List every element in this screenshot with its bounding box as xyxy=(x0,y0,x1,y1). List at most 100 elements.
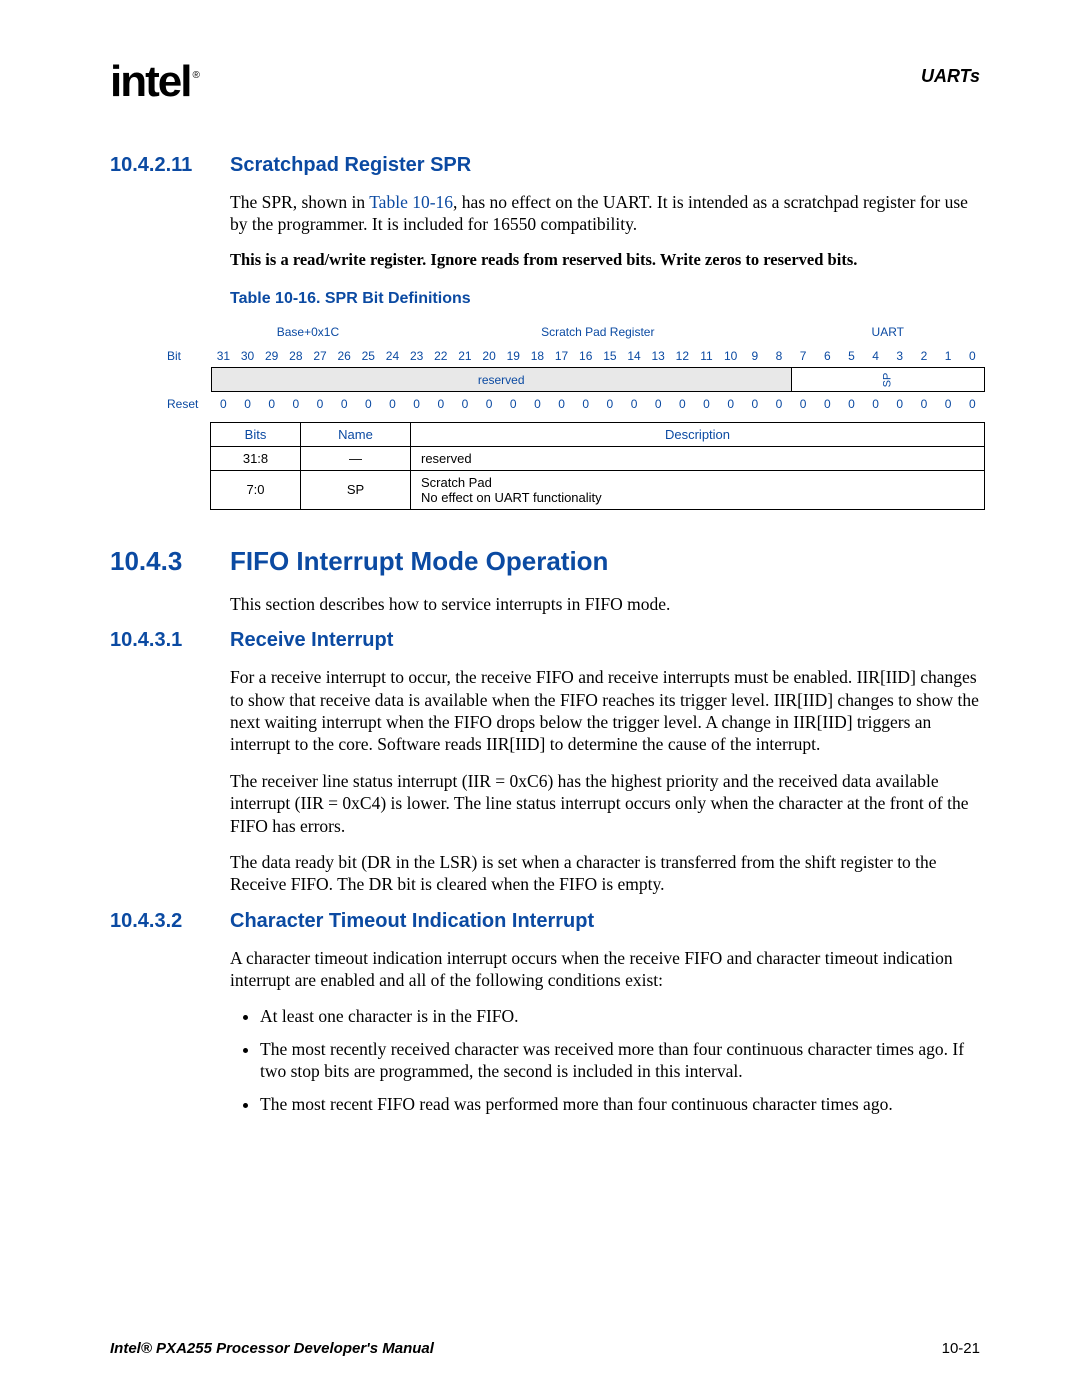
bit-number: 0 xyxy=(960,344,984,368)
paragraph: For a receive interrupt to occur, the re… xyxy=(230,666,980,756)
col-description: Description xyxy=(411,422,985,446)
reset-value: 0 xyxy=(694,392,718,416)
bit-number: 14 xyxy=(622,344,646,368)
heading-10-4-3: 10.4.3 FIFO Interrupt Mode Operation xyxy=(110,546,980,577)
registered-mark: ® xyxy=(192,70,197,81)
bit-number: 12 xyxy=(670,344,694,368)
bit-number: 4 xyxy=(864,344,888,368)
reset-value: 0 xyxy=(501,392,525,416)
reset-values-row: Reset 00000000000000000000000000000000 xyxy=(165,392,985,416)
table-caption: Table 10-16. SPR Bit Definitions xyxy=(230,290,980,308)
heading-10-4-3-1: 10.4.3.1 Receive Interrupt xyxy=(110,629,980,652)
paragraph: This section describes how to service in… xyxy=(230,593,980,615)
bold-note: This is a read/write register. Ignore re… xyxy=(230,250,980,270)
table-row: 7:0SPScratch PadNo effect on UART functi… xyxy=(211,470,985,509)
reset-value: 0 xyxy=(598,392,622,416)
heading-number: 10.4.3 xyxy=(110,546,230,577)
bit-number: 28 xyxy=(284,344,308,368)
reset-value: 0 xyxy=(260,392,284,416)
table-header-row: Bits Name Description xyxy=(211,422,985,446)
bit-number: 11 xyxy=(694,344,718,368)
register-header-row: Base+0x1C Scratch Pad Register UART xyxy=(165,320,985,344)
cell-bits: 7:0 xyxy=(211,470,301,509)
bit-number: 16 xyxy=(574,344,598,368)
bit-number: 18 xyxy=(525,344,549,368)
table-link[interactable]: Table 10-16 xyxy=(369,192,453,212)
heading-title: Receive Interrupt xyxy=(230,629,393,652)
reset-value: 0 xyxy=(815,392,839,416)
reset-value: 0 xyxy=(743,392,767,416)
reset-value: 0 xyxy=(767,392,791,416)
heading-number: 10.4.3.1 xyxy=(110,629,230,652)
reset-value: 0 xyxy=(356,392,380,416)
bit-number-row: Bit 313029282726252423222120191817161514… xyxy=(165,344,985,368)
reset-value: 0 xyxy=(549,392,573,416)
reset-value: 0 xyxy=(791,392,815,416)
bit-fields-row: reserved SP xyxy=(165,368,985,392)
reset-value: 0 xyxy=(864,392,888,416)
bit-number: 29 xyxy=(260,344,284,368)
register-name: Scratch Pad Register xyxy=(405,320,792,344)
bit-number: 7 xyxy=(791,344,815,368)
field-description-table: Bits Name Description 31:8—reserved7:0SP… xyxy=(210,422,985,510)
bit-number: 3 xyxy=(888,344,912,368)
heading-number: 10.4.2.11 xyxy=(110,154,230,177)
reset-value: 0 xyxy=(719,392,743,416)
bit-number: 15 xyxy=(598,344,622,368)
reset-value: 0 xyxy=(839,392,863,416)
reset-value: 0 xyxy=(525,392,549,416)
paragraph: A character timeout indication interrupt… xyxy=(230,947,980,992)
reset-value: 0 xyxy=(235,392,259,416)
heading-title: FIFO Interrupt Mode Operation xyxy=(230,546,608,577)
bit-number: 17 xyxy=(549,344,573,368)
reset-value: 0 xyxy=(622,392,646,416)
bit-number: 30 xyxy=(235,344,259,368)
reset-value: 0 xyxy=(477,392,501,416)
heading-title: Scratchpad Register SPR xyxy=(230,154,471,177)
heading-10-4-2-11: 10.4.2.11 Scratchpad Register SPR xyxy=(110,154,980,177)
footer-title: Intel® PXA255 Processor Developer's Manu… xyxy=(110,1340,434,1357)
paragraph: The receiver line status interrupt (IIR … xyxy=(230,770,980,837)
reset-row-label: Reset xyxy=(165,392,211,416)
reset-value: 0 xyxy=(284,392,308,416)
sp-label: SP xyxy=(882,372,894,387)
logo-text: intel xyxy=(110,57,190,106)
reserved-field: reserved xyxy=(211,368,791,392)
list-item: At least one character is in the FIFO. xyxy=(260,1005,980,1027)
col-bits: Bits xyxy=(211,422,301,446)
paragraph: The SPR, shown in Table 10-16, has no ef… xyxy=(230,191,980,236)
bit-number: 20 xyxy=(477,344,501,368)
paragraph: The data ready bit (DR in the LSR) is se… xyxy=(230,851,980,896)
bit-number: 27 xyxy=(308,344,332,368)
reset-value: 0 xyxy=(405,392,429,416)
cell-name: SP xyxy=(301,470,411,509)
bit-number: 21 xyxy=(453,344,477,368)
bit-row-label: Bit xyxy=(165,344,211,368)
bit-number: 5 xyxy=(839,344,863,368)
cell-bits: 31:8 xyxy=(211,446,301,470)
table-row: 31:8—reserved xyxy=(211,446,985,470)
bit-number: 19 xyxy=(501,344,525,368)
bullet-list: At least one character is in the FIFO.Th… xyxy=(260,1005,980,1115)
page-number: 10-21 xyxy=(942,1340,980,1357)
bit-number: 2 xyxy=(912,344,936,368)
intel-logo: intel® xyxy=(110,60,196,104)
bit-number: 13 xyxy=(646,344,670,368)
cell-description: reserved xyxy=(411,446,985,470)
bit-number: 23 xyxy=(405,344,429,368)
bit-number: 22 xyxy=(429,344,453,368)
peripheral-label: UART xyxy=(791,320,984,344)
reset-value: 0 xyxy=(308,392,332,416)
bit-number: 6 xyxy=(815,344,839,368)
reset-value: 0 xyxy=(574,392,598,416)
bit-number: 24 xyxy=(380,344,404,368)
reset-value: 0 xyxy=(912,392,936,416)
col-name: Name xyxy=(301,422,411,446)
heading-10-4-3-2: 10.4.3.2 Character Timeout Indication In… xyxy=(110,910,980,933)
heading-number: 10.4.3.2 xyxy=(110,910,230,933)
reset-value: 0 xyxy=(453,392,477,416)
bit-number: 9 xyxy=(743,344,767,368)
chapter-label: UARTs xyxy=(921,66,980,87)
reset-value: 0 xyxy=(211,392,235,416)
heading-title: Character Timeout Indication Interrupt xyxy=(230,910,594,933)
